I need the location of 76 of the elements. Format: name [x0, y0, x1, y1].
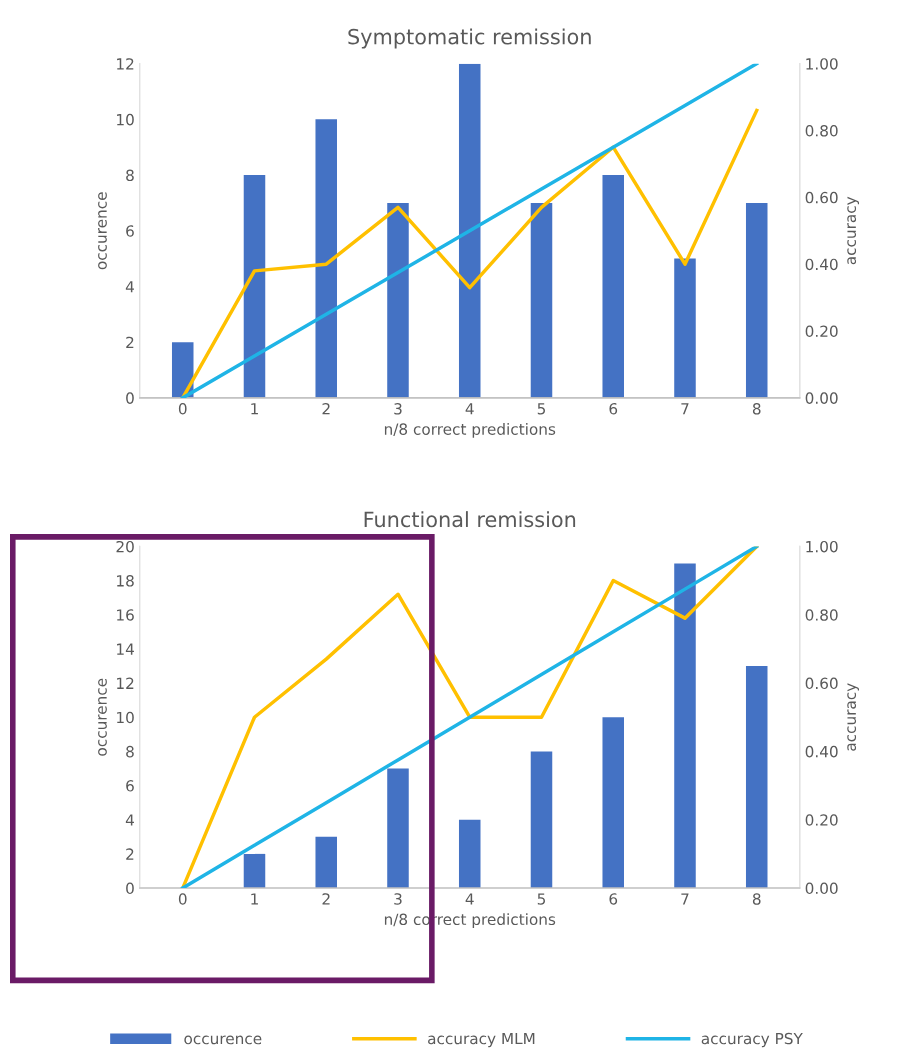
y-axis-title: occurence	[98, 192, 107, 270]
chart-title: Symptomatic remission	[348, 28, 591, 49]
x-tick-label: 2	[322, 403, 330, 415]
bar	[315, 836, 337, 889]
x-tick-label: 3	[394, 893, 402, 905]
y2-tick-label: 1.00	[806, 540, 838, 553]
y2-tick-label: 1.00	[806, 58, 838, 70]
x-tick-label: 8	[752, 893, 761, 905]
y2-tick-label: 0.80	[805, 124, 838, 137]
y-tick-label: 10	[117, 113, 134, 126]
bar	[745, 665, 768, 889]
y-tick-label: 0	[126, 882, 134, 895]
y2-axis-title: accuracy	[847, 683, 860, 751]
bar	[458, 819, 481, 889]
bar	[602, 717, 624, 889]
y-tick-label: 16	[117, 609, 134, 621]
x-axis-title: n/8 correct predictions	[384, 423, 556, 438]
x-tick-label: 5	[537, 403, 546, 415]
bar	[243, 853, 266, 889]
bar	[243, 175, 266, 398]
y-axis-title: occurence	[98, 678, 107, 756]
y2-tick-label: 0.60	[805, 677, 838, 690]
bar	[745, 202, 768, 398]
y-tick-label: 0	[126, 392, 134, 404]
x-tick-label: 5	[537, 893, 546, 905]
y2-tick-label: 0.20	[805, 325, 838, 338]
bar	[602, 175, 624, 398]
y-tick-label: 2	[126, 848, 134, 860]
y2-tick-label: 0.60	[805, 191, 838, 204]
y-tick-label: 6	[126, 780, 134, 792]
x-tick-label: 6	[609, 403, 618, 415]
chart-title: Functional remission	[364, 511, 576, 528]
bar	[530, 751, 553, 889]
y2-tick-label: 0.40	[805, 258, 838, 271]
x-tick-label: 1	[251, 893, 258, 905]
y-tick-label: 18	[117, 575, 134, 587]
y2-tick-label: 0.00	[805, 882, 838, 895]
x-tick-label: 1	[251, 403, 258, 415]
legend-label: occurence	[184, 1035, 262, 1045]
y-tick-label: 10	[117, 711, 134, 724]
y-tick-label: 20	[116, 540, 134, 553]
y-tick-label: 12	[117, 677, 134, 689]
y-tick-label: 4	[125, 814, 134, 826]
legend-label: accuracy PSY	[701, 1032, 803, 1048]
bar	[171, 342, 194, 398]
x-tick-label: 4	[465, 403, 474, 415]
y2-tick-label: 0.80	[805, 609, 838, 621]
y2-axis-title: accuracy	[847, 196, 860, 265]
bar	[458, 63, 481, 398]
x-tick-label: 0	[178, 893, 187, 905]
y-tick-label: 8	[126, 169, 134, 182]
y2-tick-label: 0.00	[805, 392, 838, 404]
bar	[674, 563, 696, 889]
y-tick-label: 8	[126, 745, 134, 758]
x-tick-label: 2	[322, 893, 330, 905]
legend-label: accuracy MLM	[428, 1032, 535, 1048]
bar	[315, 119, 337, 398]
y-tick-label: 4	[125, 281, 134, 293]
y-tick-label: 14	[117, 643, 134, 655]
y2-tick-label: 0.40	[805, 745, 838, 758]
line-series	[181, 546, 759, 889]
y2-tick-label: 0.20	[805, 814, 838, 826]
x-tick-label: 7	[681, 403, 689, 415]
x-tick-label: 4	[465, 893, 474, 905]
bar	[387, 768, 409, 889]
y-tick-label: 6	[126, 225, 134, 237]
y-tick-label: 2	[126, 336, 134, 348]
y-tick-label: 12	[117, 58, 134, 70]
x-tick-label: 8	[752, 403, 761, 415]
bar	[387, 202, 409, 398]
x-tick-label: 6	[609, 893, 618, 905]
x-tick-label: 0	[178, 403, 187, 415]
bar	[674, 258, 696, 398]
bar	[530, 202, 553, 398]
x-tick-label: 3	[394, 403, 402, 415]
x-tick-label: 7	[681, 893, 689, 905]
